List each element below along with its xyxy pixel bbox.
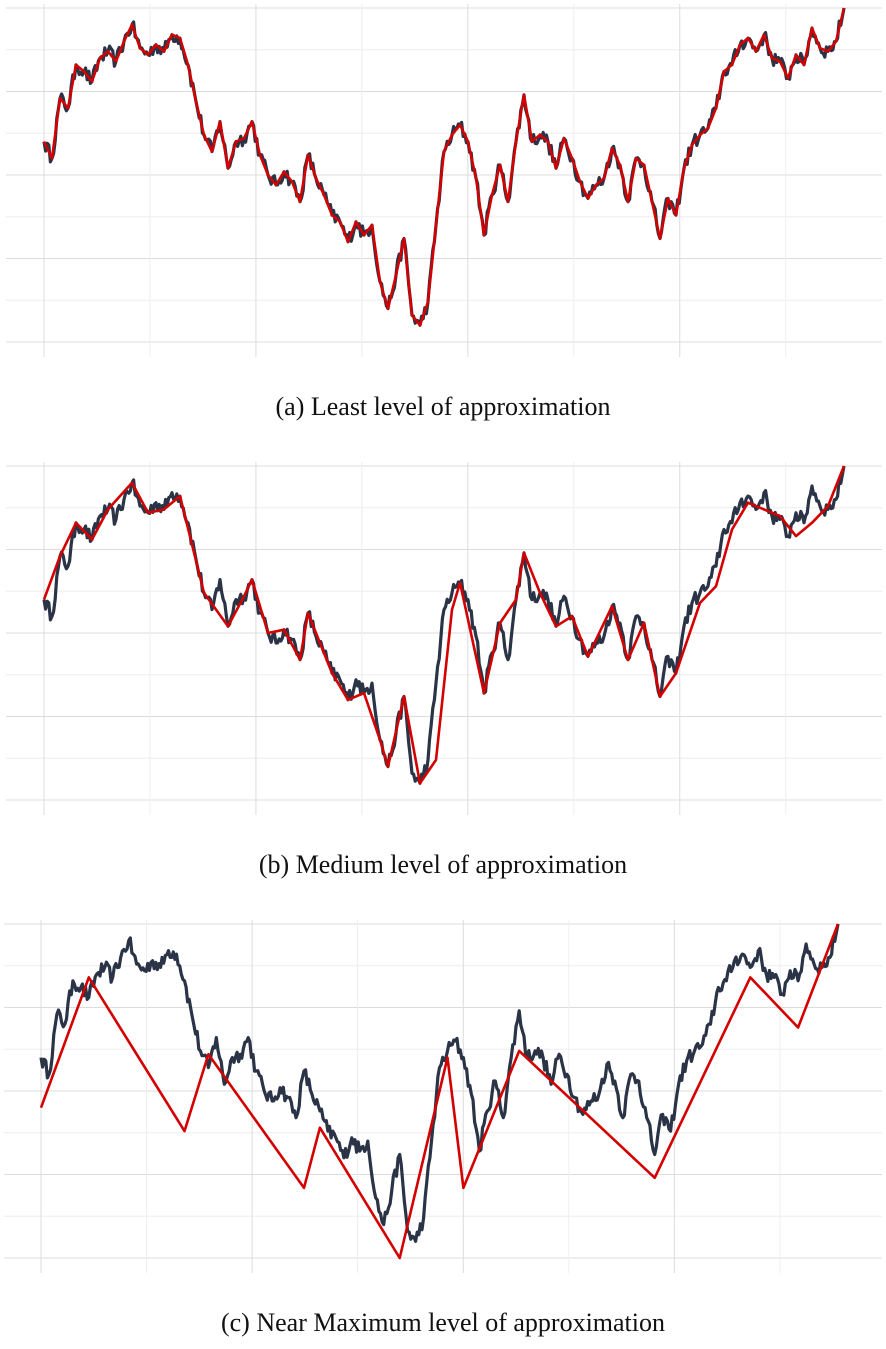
chart-a-caption: (a) Least level of approximation bbox=[275, 392, 611, 421]
chart-panel-b bbox=[0, 458, 886, 818]
series-line-approximation bbox=[42, 465, 846, 785]
series-line-original bbox=[39, 923, 840, 1243]
gridlines bbox=[6, 462, 882, 815]
chart-c-plot bbox=[4, 920, 882, 1273]
series-line-approximation bbox=[42, 7, 846, 327]
chart-panel-c bbox=[0, 916, 886, 1276]
chart-c-caption: (c) Near Maximum level of approximation bbox=[220, 1308, 666, 1337]
series-line-approximation bbox=[39, 923, 840, 1260]
gridlines bbox=[6, 4, 882, 357]
chart-b-caption: (b) Medium level of approximation bbox=[258, 850, 628, 879]
gridlines bbox=[4, 920, 882, 1273]
series-line-original bbox=[42, 465, 846, 785]
chart-panel-a bbox=[0, 0, 886, 360]
chart-a-plot bbox=[6, 4, 882, 357]
series-line-original bbox=[42, 7, 846, 327]
chart-b-plot bbox=[6, 462, 882, 815]
